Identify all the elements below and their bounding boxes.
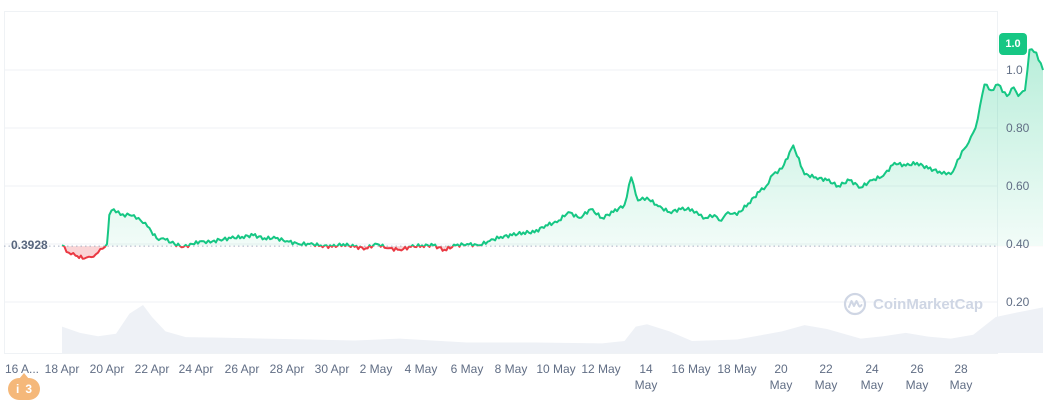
coinmarketcap-watermark: CoinMarketCap	[843, 292, 983, 316]
x-tick-label: 30 Apr	[314, 362, 350, 376]
x-tick-label: 4 May	[404, 362, 438, 376]
x-tick-label: 16 A...	[4, 362, 40, 376]
x-tick-label: 20 May	[769, 362, 793, 392]
x-tick-label: 8 May	[494, 362, 528, 376]
x-tick-label: 18 Apr	[44, 362, 80, 376]
info-icon: i	[15, 382, 20, 396]
x-tick-label: 28 Apr	[269, 362, 305, 376]
baseline-price-label: 0.3928	[11, 238, 48, 252]
x-tick-label: 26 May	[905, 362, 929, 392]
events-count: 3	[25, 382, 33, 396]
x-tick-label: 14 May	[634, 362, 658, 392]
y-tick-label: 0.20	[1006, 295, 1030, 309]
x-tick-label: 28 May	[949, 362, 973, 392]
y-tick-label: 0.80	[1006, 121, 1030, 135]
y-tick-label: 0.60	[1006, 179, 1030, 193]
coinmarketcap-logo-icon	[843, 292, 867, 316]
x-tick-label: 12 May	[581, 362, 621, 376]
x-tick-label: 22 Apr	[134, 362, 170, 376]
y-tick-label: 0.40	[1006, 237, 1030, 251]
y-tick-label: 1.0	[1006, 63, 1023, 77]
events-badge[interactable]: i 3	[8, 373, 40, 400]
x-tick-label: 24 May	[860, 362, 884, 392]
x-tick-label: 20 Apr	[89, 362, 125, 376]
x-tick-label: 26 Apr	[224, 362, 260, 376]
x-tick-label: 16 May	[671, 362, 711, 376]
watermark-text: CoinMarketCap	[873, 295, 984, 313]
x-tick-label: 10 May	[536, 362, 576, 376]
x-tick-label: 6 May	[450, 362, 484, 376]
x-tick-label: 24 Apr	[178, 362, 214, 376]
x-tick-label: 22 May	[814, 362, 838, 392]
current-price-badge: 1.0	[999, 33, 1027, 55]
x-tick-label: 2 May	[359, 362, 393, 376]
x-tick-label: 18 May	[717, 362, 757, 376]
